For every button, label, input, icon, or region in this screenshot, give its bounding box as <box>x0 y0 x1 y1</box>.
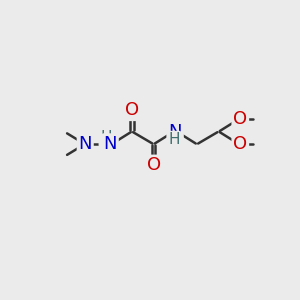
Text: N: N <box>169 123 182 141</box>
Text: O: O <box>146 156 161 174</box>
Text: H: H <box>100 130 112 145</box>
Text: N: N <box>79 135 92 153</box>
Text: O: O <box>125 101 139 119</box>
Text: O: O <box>233 135 247 153</box>
Text: O: O <box>233 110 247 128</box>
Text: N: N <box>103 135 117 153</box>
Text: H: H <box>168 132 180 147</box>
